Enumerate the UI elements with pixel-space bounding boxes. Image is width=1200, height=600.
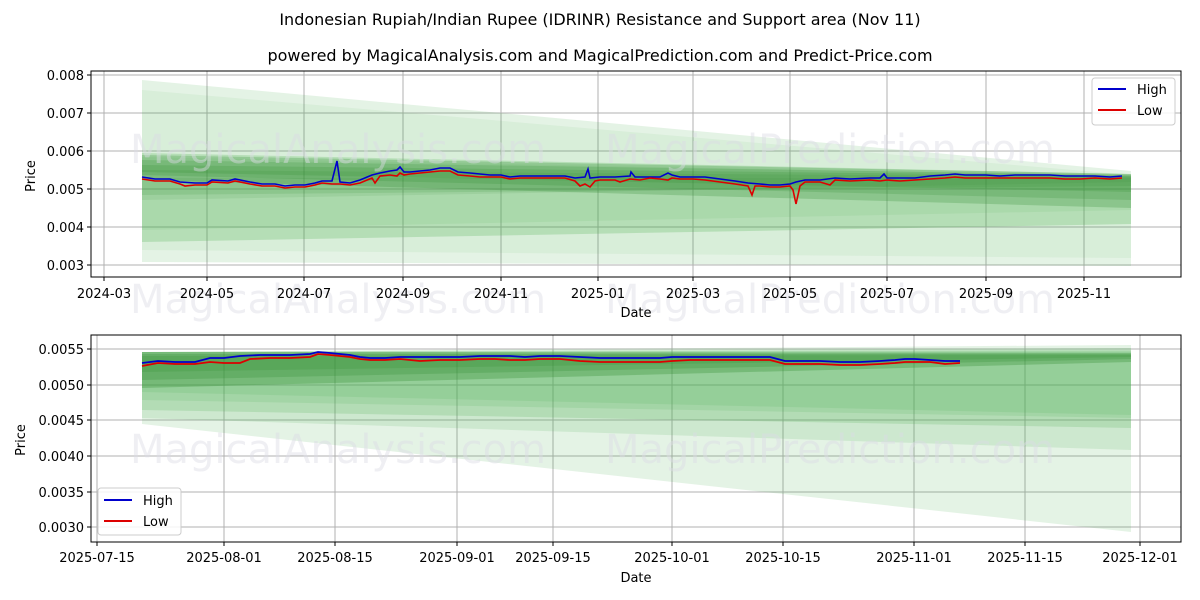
svg-text:2025-11-15: 2025-11-15 [987,551,1063,566]
svg-text:0.0045: 0.0045 [39,414,85,429]
bottom-high-line [141,351,960,364]
svg-text:0.0050: 0.0050 [39,379,85,394]
watermark-prediction-3: MagicalPrediction.com [605,427,1055,473]
bottom-grid [91,335,1181,542]
top-bands [142,80,1131,266]
svg-text:2024-07: 2024-07 [277,287,331,302]
legend-low-label-2: Low [143,515,169,530]
svg-text:0.0055: 0.0055 [39,343,85,358]
top-y-tick-labels: 0.008 0.007 0.006 0.005 0.004 0.003 [47,69,84,274]
bottom-y-axis-label: Price [14,424,29,456]
watermark-prediction-2: MagicalPrediction.com [605,277,1055,323]
top-low-line [141,170,1123,205]
svg-text:0.003: 0.003 [47,259,84,274]
svg-text:2024-09: 2024-09 [376,287,430,302]
svg-text:2025-10-01: 2025-10-01 [634,551,710,566]
bottom-x-axis-label: Date [620,571,651,586]
svg-text:2024-05: 2024-05 [180,287,234,302]
legend-high-label: High [1137,83,1167,98]
top-chart: MagicalAnalysis.com MagicalPrediction.co… [24,69,1182,323]
watermark-analysis-2: MagicalAnalysis.com [130,277,546,323]
svg-text:2025-09-01: 2025-09-01 [419,551,495,566]
svg-text:2025-07-15: 2025-07-15 [59,551,135,566]
top-y-axis-label: Price [24,160,39,192]
svg-text:0.0030: 0.0030 [39,521,85,536]
svg-text:2025-08-15: 2025-08-15 [297,551,373,566]
svg-text:2024-03: 2024-03 [77,287,131,302]
top-grid [91,71,1181,277]
bottom-x-tick-labels: 2025-07-15 2025-08-01 2025-08-15 2025-09… [59,551,1178,566]
svg-text:2025-07: 2025-07 [860,287,914,302]
watermark-analysis-3: MagicalAnalysis.com [130,427,546,473]
svg-text:2025-09-15: 2025-09-15 [515,551,591,566]
svg-text:2025-03: 2025-03 [666,287,720,302]
top-legend: High Low [1091,77,1176,126]
bottom-bands [142,345,1131,532]
svg-text:0.004: 0.004 [47,221,84,236]
svg-text:2025-11-01: 2025-11-01 [876,551,952,566]
top-x-axis-label: Date [620,306,651,321]
svg-text:2025-12-01: 2025-12-01 [1102,551,1178,566]
legend-high-label-2: High [143,494,173,509]
svg-text:0.008: 0.008 [47,69,84,84]
bottom-legend: High Low [97,487,182,536]
svg-text:0.005: 0.005 [47,183,84,198]
watermark-prediction: MagicalPrediction.com [605,127,1055,173]
top-high-line [141,160,1123,187]
svg-text:2025-05: 2025-05 [763,287,817,302]
chart-title: Indonesian Rupiah/Indian Rupee (IDRINR) … [279,10,921,29]
svg-text:2025-11: 2025-11 [1057,287,1111,302]
svg-text:0.0040: 0.0040 [39,450,85,465]
svg-text:2025-08-01: 2025-08-01 [186,551,262,566]
legend-low-label: Low [1137,104,1163,119]
bottom-low-line [141,353,961,367]
svg-text:0.007: 0.007 [47,107,84,122]
svg-text:0.006: 0.006 [47,145,84,160]
svg-text:2024-11: 2024-11 [474,287,528,302]
svg-text:0.0035: 0.0035 [39,486,85,501]
svg-text:2025-09: 2025-09 [959,287,1013,302]
bottom-y-tick-labels: 0.0055 0.0050 0.0045 0.0040 0.0035 0.003… [39,343,85,536]
svg-text:2025-10-15: 2025-10-15 [745,551,821,566]
svg-text:2025-01: 2025-01 [571,287,625,302]
chart-subtitle: powered by MagicalAnalysis.com and Magic… [267,46,933,65]
bottom-chart: MagicalAnalysis.com MagicalPrediction.co… [14,334,1182,586]
top-x-tick-labels: 2024-03 2024-05 2024-07 2024-09 2024-11 … [77,287,1111,302]
